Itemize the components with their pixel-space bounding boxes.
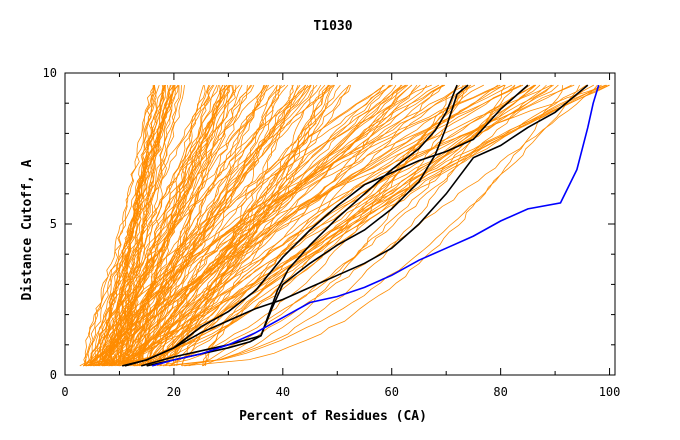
model-curve [83, 84, 243, 367]
reference-curve [151, 84, 600, 367]
model-curve [101, 85, 248, 367]
model-curve [156, 84, 350, 367]
model-curve [151, 84, 406, 367]
chart-title: T1030 [313, 19, 352, 34]
x-tick-label: 40 [276, 385, 290, 399]
model-curve [154, 84, 446, 366]
model-curve [97, 84, 165, 367]
model-curve [124, 85, 234, 367]
model-curve [133, 84, 268, 366]
x-tick-label: 0 [61, 385, 68, 399]
model-curve [115, 84, 594, 367]
y-tick-label: 0 [50, 368, 57, 382]
model-curve [89, 84, 524, 367]
x-tick-label: 80 [493, 385, 507, 399]
model-curve [89, 84, 505, 367]
model-curve [104, 84, 286, 367]
model-curve [136, 84, 214, 367]
model-curve [108, 85, 157, 367]
y-tick-label: 5 [50, 217, 57, 231]
model-curve [145, 84, 269, 367]
model-curve [112, 84, 537, 367]
highlight-curve [122, 84, 529, 367]
model-curve [142, 84, 552, 366]
model-curve [184, 85, 563, 367]
model-curve [86, 84, 403, 367]
highlight-curve [146, 84, 458, 367]
series-layer [122, 84, 600, 367]
axes-layer: 0 20 40 60 80 100 0 5 10 [43, 66, 621, 399]
model-curve [121, 84, 240, 366]
model-curve [204, 84, 608, 366]
highlight-curve [140, 84, 469, 367]
model-curve [132, 84, 392, 367]
model-curve [126, 85, 174, 367]
model-curve [116, 85, 206, 367]
model-curve [90, 85, 179, 366]
bundle-layer [79, 84, 610, 367]
model-curve [122, 84, 278, 367]
highlight-curve [124, 84, 589, 367]
model-curve [97, 85, 235, 367]
model-curve [132, 84, 393, 366]
model-curve [146, 84, 330, 367]
x-axis-label: Percent of Residues (CA) [239, 409, 427, 424]
model-curve [90, 85, 219, 367]
model-curve [159, 84, 407, 366]
model-curve [188, 84, 547, 367]
model-curve [133, 84, 458, 367]
y-tick-label: 10 [43, 66, 57, 80]
model-curve [143, 84, 282, 367]
model-curve [170, 84, 445, 367]
model-curve [127, 84, 176, 367]
model-curve [83, 85, 155, 366]
x-tick-label: 60 [385, 385, 399, 399]
model-curve [134, 84, 471, 367]
model-curve [127, 84, 312, 367]
y-axis-label: Distance Cutoff, A [20, 159, 35, 300]
model-curve [122, 84, 266, 367]
model-curve [131, 85, 176, 366]
model-curve [159, 84, 418, 367]
model-curve [147, 84, 484, 367]
model-curve [169, 84, 580, 367]
model-curve [100, 85, 155, 367]
model-curve [93, 85, 331, 367]
model-curve [96, 84, 501, 367]
model-curve [103, 84, 472, 367]
model-curve [111, 84, 506, 367]
model-curve [202, 84, 602, 366]
model-curve [181, 84, 469, 367]
model-curve [126, 84, 172, 367]
model-curve [118, 84, 335, 367]
x-tick-label: 20 [167, 385, 181, 399]
model-curve [147, 84, 312, 366]
model-curve [133, 84, 231, 367]
x-tick-label: 100 [599, 385, 621, 399]
